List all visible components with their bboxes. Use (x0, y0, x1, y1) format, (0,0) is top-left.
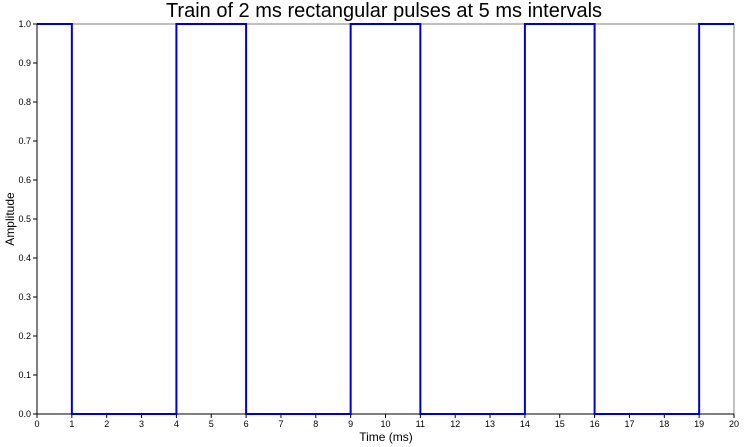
x-axis-ticks: 0 1 2 3 4 5 6 7 8 9 10 11 12 13 14 15 16 17 18 19 20 (34, 414, 739, 429)
y-tick-label: 0.4 (18, 253, 31, 263)
plot-frame (36, 23, 735, 415)
y-tick-label: 0.8 (18, 97, 31, 107)
x-tick-label: 4 (174, 419, 179, 429)
y-tick-label: 0.2 (18, 331, 31, 341)
x-tick-label: 2 (104, 419, 109, 429)
y-tick-label: 0.3 (18, 292, 31, 302)
x-tick-label: 10 (380, 419, 390, 429)
y-axis-ticks: 0.0 0.1 0.2 0.3 0.4 0.5 0.6 0.7 0.8 0.9 1.0 (18, 19, 37, 419)
x-tick-label: 15 (555, 419, 565, 429)
x-tick-label: 5 (209, 419, 214, 429)
y-tick-label: 0.6 (18, 175, 31, 185)
y-tick-label: 0.7 (18, 136, 31, 146)
x-tick-label: 13 (485, 419, 495, 429)
y-axis-label: Amplitude (3, 192, 17, 246)
chart-title: Train of 2 ms rectangular pulses at 5 ms… (166, 0, 602, 22)
x-axis-label: Time (ms) (359, 430, 413, 444)
x-tick-label: 6 (244, 419, 249, 429)
x-tick-label: 3 (139, 419, 144, 429)
pulse-series-line (37, 23, 734, 415)
y-tick-label: 0.1 (18, 370, 31, 380)
x-tick-label: 19 (694, 419, 704, 429)
x-tick-label: 20 (729, 419, 739, 429)
y-tick-label: 0.0 (18, 409, 31, 419)
series-group (37, 23, 734, 415)
x-tick-label: 8 (313, 419, 318, 429)
x-tick-label: 16 (590, 419, 600, 429)
y-tick-label: 1.0 (18, 19, 31, 29)
y-tick-label: 0.9 (18, 58, 31, 68)
x-tick-label: 12 (450, 419, 460, 429)
x-tick-label: 7 (278, 419, 283, 429)
x-tick-label: 14 (520, 419, 530, 429)
x-tick-label: 1 (69, 419, 74, 429)
x-tick-label: 11 (416, 419, 425, 429)
y-tick-label: 0.5 (18, 214, 31, 224)
x-tick-label: 18 (659, 419, 669, 429)
x-tick-label: 9 (348, 419, 353, 429)
plot-area-border (36, 23, 735, 415)
x-tick-label: 17 (624, 419, 634, 429)
x-tick-label: 0 (34, 419, 39, 429)
